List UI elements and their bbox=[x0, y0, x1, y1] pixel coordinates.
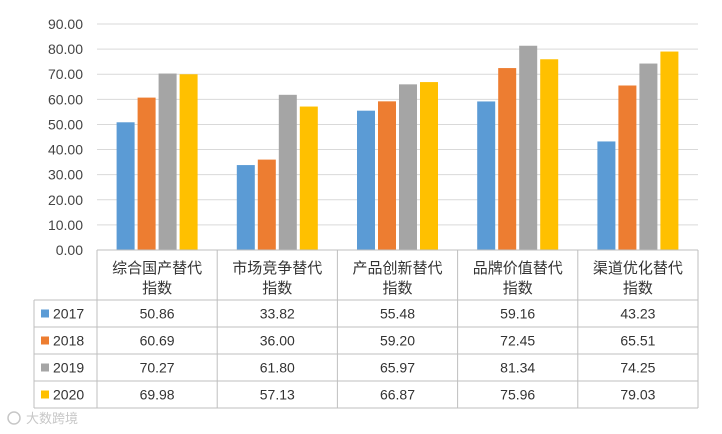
bar-2017 bbox=[357, 110, 375, 250]
bar-2018 bbox=[378, 101, 396, 250]
data-table-cell: 59.16 bbox=[500, 306, 535, 322]
data-table-cell: 65.51 bbox=[620, 333, 655, 349]
bar-2019 bbox=[519, 45, 538, 251]
data-table-cell: 43.23 bbox=[620, 306, 655, 322]
bar-2017 bbox=[116, 122, 135, 250]
bar-2017 bbox=[477, 101, 496, 251]
bar-2020 bbox=[660, 51, 679, 250]
category-label: 指数 bbox=[262, 279, 292, 297]
data-table-cell: 33.82 bbox=[260, 306, 295, 322]
data-table-cell: 61.80 bbox=[260, 360, 295, 376]
y-tick-label: 60.00 bbox=[48, 91, 83, 107]
y-tick-label: 90.00 bbox=[48, 16, 83, 32]
data-table-cell: 36.00 bbox=[260, 333, 295, 349]
category-label: 渠道优化替代 bbox=[593, 259, 683, 277]
data-table-cell: 57.13 bbox=[260, 387, 295, 403]
data-table-cell: 79.03 bbox=[620, 387, 655, 403]
bar-2019 bbox=[158, 73, 177, 250]
bar-2020 bbox=[540, 59, 559, 251]
data-table-cell: 60.69 bbox=[140, 333, 175, 349]
watermark-text: 大数跨境 bbox=[26, 412, 78, 427]
data-table-cell: 70.27 bbox=[140, 360, 175, 376]
data-table-cell: 55.48 bbox=[380, 306, 415, 322]
bar-2018 bbox=[618, 85, 637, 251]
category-label: 指数 bbox=[142, 279, 172, 297]
legend-label: 2017 bbox=[53, 306, 84, 322]
legend-label: 2020 bbox=[53, 387, 84, 403]
data-table-cell: 72.45 bbox=[500, 333, 535, 349]
data-table-cell: 81.34 bbox=[500, 360, 535, 376]
bar-2019 bbox=[399, 84, 417, 250]
data-table-cell: 74.25 bbox=[620, 360, 655, 376]
category-label: 综合国产替代 bbox=[112, 259, 202, 277]
category-label: 指数 bbox=[623, 279, 653, 297]
legend-swatch-2017 bbox=[41, 309, 49, 318]
data-table-cell: 75.96 bbox=[500, 387, 535, 403]
y-tick-label: 80.00 bbox=[48, 41, 83, 57]
category-label: 指数 bbox=[503, 279, 533, 297]
bar-2017 bbox=[597, 141, 616, 250]
data-table-cell: 69.98 bbox=[140, 387, 175, 403]
y-tick-label: 30.00 bbox=[48, 167, 83, 183]
bar-2019 bbox=[278, 94, 297, 251]
y-tick-label: 50.00 bbox=[48, 116, 83, 132]
category-label: 市场竞争替代 bbox=[232, 259, 322, 277]
bar-2019 bbox=[639, 63, 658, 250]
watermark-logo-icon bbox=[7, 411, 21, 425]
legend-label: 2019 bbox=[53, 360, 84, 376]
bar-2020 bbox=[420, 82, 438, 250]
bar-2020 bbox=[299, 106, 318, 250]
legend-swatch-2020 bbox=[41, 390, 49, 399]
y-tick-label: 0.00 bbox=[56, 242, 83, 258]
bar-2017 bbox=[236, 165, 255, 250]
category-label: 品牌价值替代 bbox=[473, 259, 563, 277]
data-table-cell: 50.86 bbox=[140, 306, 175, 322]
category-label: 指数 bbox=[382, 279, 412, 297]
bar-2020 bbox=[179, 74, 198, 250]
data-table-cell: 65.97 bbox=[380, 360, 415, 376]
category-label: 产品创新替代 bbox=[352, 259, 442, 277]
data-table-cell: 59.20 bbox=[380, 333, 415, 349]
legend-swatch-2018 bbox=[41, 336, 49, 345]
bar-2018 bbox=[257, 159, 276, 250]
y-tick-label: 20.00 bbox=[48, 192, 83, 208]
legend-swatch-2019 bbox=[41, 363, 49, 372]
y-tick-label: 70.00 bbox=[48, 66, 83, 82]
legend-label: 2018 bbox=[53, 333, 84, 349]
bar-2018 bbox=[498, 68, 517, 250]
y-tick-label: 40.00 bbox=[48, 142, 83, 158]
data-table-cell: 66.87 bbox=[380, 387, 415, 403]
bar-2018 bbox=[137, 97, 156, 250]
y-tick-label: 10.00 bbox=[48, 217, 83, 233]
